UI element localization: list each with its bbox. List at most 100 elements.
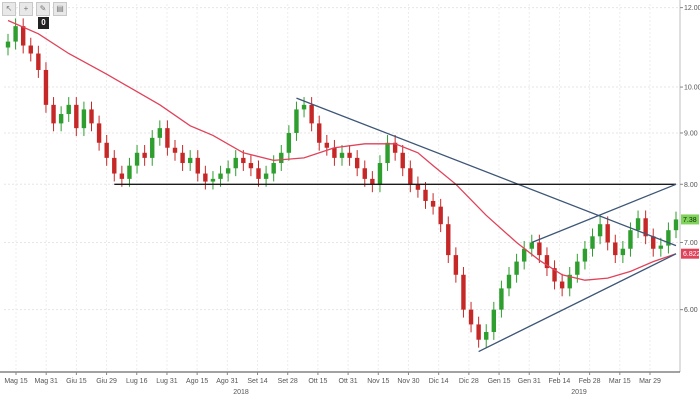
candle-body — [271, 163, 276, 174]
x-tick-label: Lug 31 — [156, 378, 178, 385]
candle-body — [567, 274, 572, 289]
candle-body — [43, 69, 49, 105]
candle-body — [172, 147, 178, 153]
candle-body — [582, 248, 588, 262]
candle-body — [51, 104, 56, 124]
candle-body — [666, 230, 671, 246]
candle-body — [142, 152, 147, 158]
candle-body — [521, 248, 527, 262]
x-tick-label: Lug 16 — [126, 378, 148, 385]
candle-body — [203, 173, 208, 182]
candle-body — [605, 224, 610, 243]
candle-body — [210, 178, 216, 182]
candle-body — [134, 152, 140, 166]
candle-body — [96, 123, 102, 143]
candle-body — [13, 26, 18, 42]
candle-body — [324, 142, 330, 148]
x-tick-label: Dic 28 — [459, 378, 479, 385]
arrow-icon[interactable]: ↖ — [2, 2, 16, 16]
candle-body — [400, 152, 405, 169]
candle-body — [423, 189, 428, 201]
candle-body — [157, 128, 163, 138]
x-tick-label: Mar 29 — [639, 378, 661, 385]
x-tick-label: Feb 14 — [549, 378, 571, 385]
candle-body — [529, 242, 534, 249]
candle-body — [408, 168, 413, 185]
candle-body — [20, 26, 26, 46]
candle-body — [415, 184, 421, 190]
candle-body — [597, 224, 603, 237]
candle-body — [643, 218, 648, 237]
last-price-tag: 7.38 — [683, 217, 697, 224]
candle-body — [499, 288, 504, 310]
candle-body — [5, 41, 11, 48]
candle-body — [165, 128, 170, 148]
candle-body — [370, 178, 375, 185]
candle-body — [506, 274, 512, 289]
candle-body — [127, 165, 132, 179]
candle-body — [241, 157, 246, 164]
candle-body — [112, 157, 117, 174]
candle-body — [233, 157, 238, 169]
candle-body — [514, 261, 519, 275]
x-tick-label: Ago 15 — [186, 378, 208, 385]
x-tick-label: Dic 14 — [429, 378, 449, 385]
candle-body — [392, 142, 398, 153]
chart-toolbar: ↖ + ✎ ▤ — [2, 2, 67, 16]
candle-body — [491, 309, 497, 332]
candle-body — [484, 331, 489, 340]
candle-body — [620, 248, 626, 256]
moving-average-tag-bg — [681, 248, 699, 259]
candle-body — [613, 242, 618, 256]
x-tick-label: Giu 29 — [96, 378, 117, 385]
x-tick-label: Gen 15 — [488, 378, 511, 385]
eraser-icon[interactable]: ▤ — [53, 2, 67, 16]
candle-body — [195, 157, 200, 174]
moving-average-line — [7, 19, 677, 281]
x-tick-label: Mag 31 — [35, 378, 58, 385]
candle-body — [301, 104, 307, 110]
candle-body — [279, 152, 284, 164]
candle-body — [317, 123, 322, 143]
y-tick-label: 8.00 — [684, 182, 698, 189]
candle-body — [119, 173, 125, 179]
x-tick-label: Set 28 — [278, 378, 298, 385]
moving-average-tag: 6.8223 — [683, 251, 700, 258]
candle-body — [28, 45, 33, 54]
x-tick-label: Nov 30 — [397, 378, 419, 385]
x-year-label: 2018 — [233, 389, 249, 396]
candle-body — [286, 132, 292, 153]
trendline-channel-upper — [531, 183, 677, 244]
candle-body — [544, 255, 550, 269]
candle-body — [89, 109, 94, 124]
candle-body — [180, 152, 185, 164]
x-tick-label: Gen 31 — [518, 378, 541, 385]
candle-body — [590, 236, 595, 249]
candle-body — [658, 245, 664, 249]
candle-body — [377, 163, 383, 185]
crosshair-icon[interactable]: + — [19, 2, 33, 16]
zoom-reset-button[interactable]: 0 — [38, 17, 49, 29]
candle-body — [74, 104, 79, 129]
candle-body — [66, 104, 71, 115]
candle-body — [36, 53, 41, 70]
candle-body — [218, 173, 223, 179]
candle-body — [58, 114, 64, 124]
x-tick-label: Ott 15 — [308, 378, 327, 385]
candle-body — [438, 206, 443, 225]
candle-body — [559, 281, 565, 289]
x-tick-label: Giu 15 — [66, 378, 87, 385]
x-tick-label: Feb 28 — [579, 378, 601, 385]
candle-body — [104, 142, 109, 158]
pencil-icon[interactable]: ✎ — [36, 2, 50, 16]
candle-body — [537, 242, 542, 256]
y-tick-label: 7.00 — [684, 240, 698, 247]
candle-body — [651, 236, 656, 249]
candle-body — [294, 109, 299, 133]
trendline-channel-lower — [478, 253, 677, 353]
candle-body — [332, 147, 337, 158]
x-tick-label: Mar 15 — [609, 378, 631, 385]
candle-body — [385, 142, 390, 164]
candle-body — [354, 157, 360, 169]
